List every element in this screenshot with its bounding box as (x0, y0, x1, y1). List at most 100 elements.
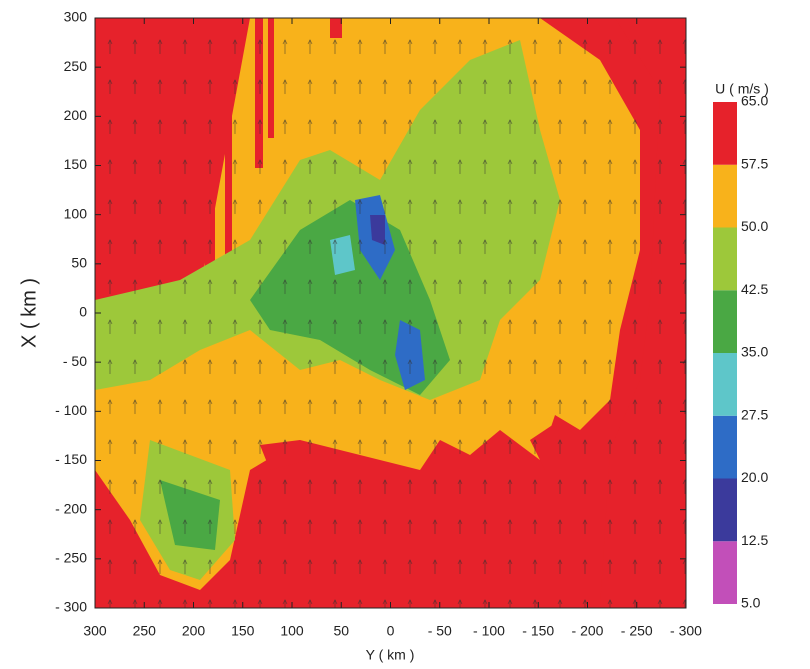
wind-arrow-head (582, 479, 588, 485)
wind-arrow-head (457, 39, 463, 45)
wind-arrow-head (682, 199, 686, 205)
wind-arrow-head (107, 39, 113, 45)
wind-arrow-head (432, 279, 438, 285)
wind-arrow-head (107, 159, 113, 165)
wind-arrow-head (157, 79, 163, 85)
wind-arrow-head (307, 279, 313, 285)
wind-arrow-head (307, 519, 313, 525)
wind-arrow-head (607, 159, 613, 165)
wind-arrow-head (482, 79, 488, 85)
wind-arrow-head (232, 479, 238, 485)
wind-arrow-head (357, 239, 363, 245)
wind-arrow-head (332, 559, 338, 565)
wind-arrow-head (507, 79, 513, 85)
wind-arrow-head (282, 359, 288, 365)
wind-arrow-head (307, 119, 313, 125)
wind-arrow-head (382, 359, 388, 365)
wind-arrow-head (607, 439, 613, 445)
wind-arrow-head (607, 79, 613, 85)
colorbar-tick-label: 57.5 (741, 155, 768, 171)
wind-arrow-head (682, 39, 686, 45)
wind-arrow-head (207, 519, 213, 525)
wind-arrow-head (132, 319, 138, 325)
wind-arrow-head (507, 319, 513, 325)
wind-arrow-head (632, 519, 638, 525)
y-tick-label: 300 (64, 9, 88, 25)
wind-arrow-head (207, 119, 213, 125)
wind-arrow-head (457, 79, 463, 85)
y-tick-label: 150 (64, 156, 88, 172)
wind-arrow-head (132, 439, 138, 445)
wind-arrow-head (457, 159, 463, 165)
wind-arrow-head (407, 599, 413, 605)
wind-arrow-head (682, 119, 686, 125)
wind-arrow-head (282, 399, 288, 405)
wind-arrow-head (407, 479, 413, 485)
wind-arrow-head (307, 319, 313, 325)
wind-arrow-head (157, 599, 163, 605)
wind-arrow-head (607, 599, 613, 605)
wind-arrow-head (382, 199, 388, 205)
wind-arrow-head (257, 79, 263, 85)
colorbar-tick-label: 12.5 (741, 532, 768, 548)
wind-arrow-head (157, 159, 163, 165)
wind-arrow-head (557, 319, 563, 325)
wind-arrow-head (207, 279, 213, 285)
wind-arrow-head (407, 119, 413, 125)
wind-arrow-head (682, 159, 686, 165)
wind-arrow-head (457, 239, 463, 245)
colorbar-bin (713, 541, 737, 604)
wind-arrow-head (582, 359, 588, 365)
wind-arrow-head (132, 199, 138, 205)
wind-arrow-head (357, 319, 363, 325)
wind-arrow-head (482, 479, 488, 485)
wind-arrow-head (582, 599, 588, 605)
wind-arrow-head (432, 479, 438, 485)
wind-arrow-head (332, 519, 338, 525)
wind-arrow-head (482, 199, 488, 205)
wind-arrow-head (557, 599, 563, 605)
wind-arrow-head (482, 159, 488, 165)
wind-arrow-head (532, 199, 538, 205)
wind-arrow-head (107, 359, 113, 365)
wind-arrow-head (657, 239, 663, 245)
wind-arrow-head (282, 199, 288, 205)
wind-arrow-head (257, 319, 263, 325)
wind-arrow-head (382, 319, 388, 325)
wind-arrow-head (632, 279, 638, 285)
wind-arrow-head (657, 479, 663, 485)
wind-arrow-head (532, 559, 538, 565)
wind-arrow-head (207, 199, 213, 205)
wind-arrow-head (382, 479, 388, 485)
wind-arrow-head (157, 119, 163, 125)
wind-arrow-head (107, 519, 113, 525)
wind-arrow-head (682, 519, 686, 525)
wind-arrow-head (557, 399, 563, 405)
colorbar-tick-label: 42.5 (741, 281, 768, 297)
wind-arrow-head (432, 159, 438, 165)
wind-arrow-head (657, 319, 663, 325)
wind-arrow-head (582, 199, 588, 205)
wind-arrow-head (307, 399, 313, 405)
x-tick-label: 50 (333, 623, 349, 639)
wind-arrow-head (457, 479, 463, 485)
wind-arrow-head (582, 439, 588, 445)
wind-arrow-head (607, 519, 613, 525)
wind-arrow-head (157, 199, 163, 205)
wind-arrow-head (582, 239, 588, 245)
wind-arrow-head (582, 39, 588, 45)
wind-arrow-head (182, 119, 188, 125)
wind-arrow-head (682, 79, 686, 85)
colorbar-label: U ( m/s ) (715, 81, 769, 97)
wind-arrow-head (507, 279, 513, 285)
wind-arrow-head (582, 319, 588, 325)
wind-arrow-head (207, 399, 213, 405)
wind-arrow-head (157, 359, 163, 365)
wind-arrow-head (482, 319, 488, 325)
wind-arrow-head (582, 79, 588, 85)
wind-arrow-head (507, 119, 513, 125)
wind-arrow-head (232, 519, 238, 525)
wind-arrow-head (107, 399, 113, 405)
x-tick-label: 300 (83, 623, 107, 639)
wind-arrow-head (532, 279, 538, 285)
